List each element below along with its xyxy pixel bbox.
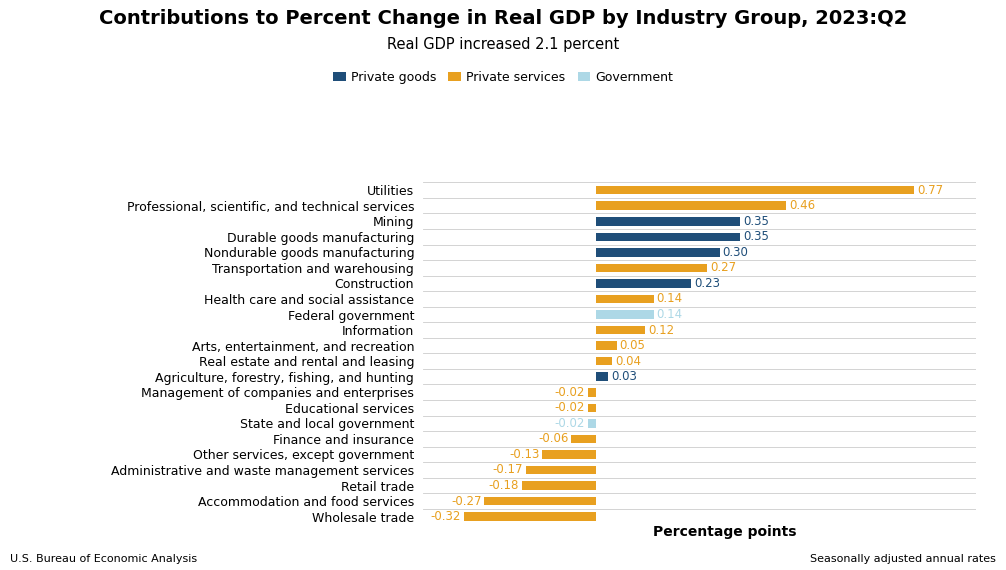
Bar — [596, 264, 707, 272]
Text: 0.46: 0.46 — [789, 200, 815, 212]
Text: 0.04: 0.04 — [616, 355, 642, 368]
Text: -0.13: -0.13 — [509, 448, 539, 461]
Bar — [596, 233, 740, 241]
Text: 0.14: 0.14 — [657, 292, 683, 306]
Text: U.S. Bureau of Economic Analysis: U.S. Bureau of Economic Analysis — [10, 554, 197, 564]
Text: -0.18: -0.18 — [488, 479, 519, 492]
Text: -0.02: -0.02 — [554, 417, 584, 430]
Bar — [596, 357, 613, 365]
Text: 0.30: 0.30 — [722, 246, 748, 259]
Bar — [596, 341, 617, 350]
Bar — [588, 419, 596, 428]
Text: -0.27: -0.27 — [451, 495, 482, 507]
Text: 0.35: 0.35 — [743, 230, 770, 243]
Text: -0.32: -0.32 — [431, 510, 461, 523]
Bar — [522, 481, 596, 490]
Text: Real GDP increased 2.1 percent: Real GDP increased 2.1 percent — [387, 37, 619, 52]
Text: 0.12: 0.12 — [649, 324, 674, 336]
Bar — [526, 466, 596, 474]
Text: -0.06: -0.06 — [538, 433, 568, 445]
Text: -0.02: -0.02 — [554, 386, 584, 399]
Bar — [596, 217, 740, 226]
Bar — [596, 248, 720, 256]
Bar — [464, 512, 596, 521]
Bar — [596, 372, 609, 381]
Bar — [571, 435, 596, 443]
Bar — [588, 404, 596, 412]
Text: Seasonally adjusted annual rates: Seasonally adjusted annual rates — [810, 554, 996, 564]
Text: 0.05: 0.05 — [620, 339, 646, 352]
Bar — [596, 201, 786, 210]
Bar — [485, 497, 596, 506]
Text: -0.17: -0.17 — [492, 463, 523, 477]
Bar — [596, 326, 646, 335]
Legend: Private goods, Private services, Government: Private goods, Private services, Governm… — [328, 66, 678, 89]
Bar — [588, 388, 596, 397]
Text: 0.27: 0.27 — [710, 262, 736, 274]
Text: 0.35: 0.35 — [743, 215, 770, 228]
Text: 0.03: 0.03 — [612, 370, 637, 383]
Bar — [596, 186, 913, 194]
Bar — [596, 310, 654, 319]
Text: Contributions to Percent Change in Real GDP by Industry Group, 2023:Q2: Contributions to Percent Change in Real … — [99, 9, 907, 27]
Text: -0.02: -0.02 — [554, 401, 584, 414]
Text: 0.14: 0.14 — [657, 308, 683, 321]
Bar — [542, 450, 596, 459]
Text: 0.23: 0.23 — [694, 277, 720, 290]
Bar — [596, 279, 691, 288]
Bar — [596, 295, 654, 303]
Text: 0.77: 0.77 — [916, 184, 943, 197]
Text: Percentage points: Percentage points — [653, 524, 796, 539]
